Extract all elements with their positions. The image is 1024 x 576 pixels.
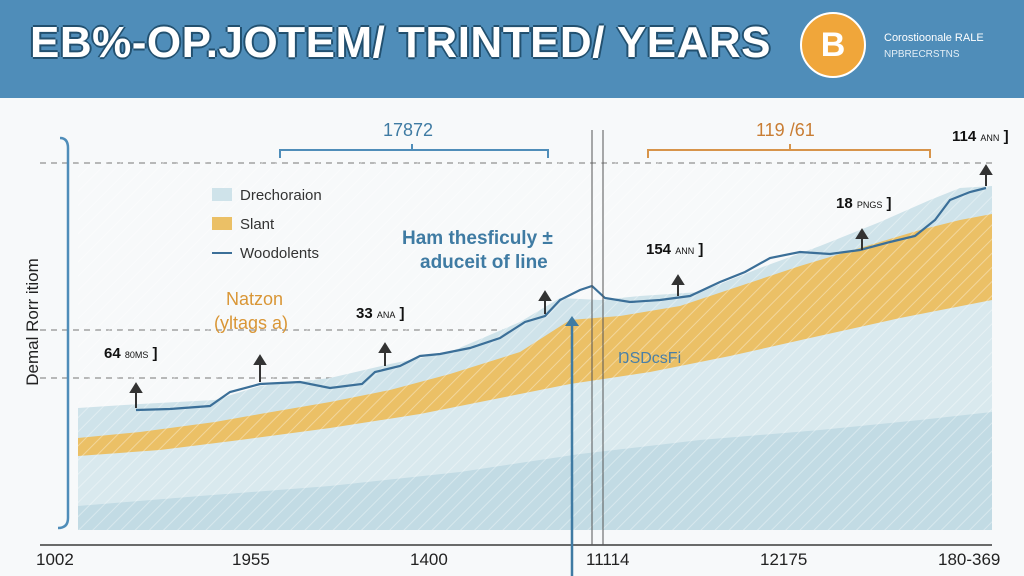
callout-unit: ANA <box>376 310 396 320</box>
chart-title: EB%-OP.JOTEM/ TRINTED/ YEARS <box>30 18 771 67</box>
annotation-left-1: Natzon <box>226 289 284 309</box>
x-tick-label: 1400 <box>410 550 448 569</box>
callout-suffix: ] <box>152 345 158 362</box>
x-tick-label: 1002 <box>36 550 74 569</box>
x-tick-label: 11114 <box>586 550 630 569</box>
arrowhead-mid1 <box>253 354 267 365</box>
legend-swatch <box>212 188 232 201</box>
arrowhead-64 <box>129 382 143 393</box>
callout-suffix: ] <box>698 241 704 258</box>
annotation-right-mark: ŊSDcsFi <box>618 350 682 367</box>
legend-item-slant: Slant <box>212 216 274 233</box>
legend-label: Drechoraion <box>240 187 322 204</box>
callout-suffix: ] <box>399 305 405 322</box>
legend-line-swatch <box>212 252 232 254</box>
callout-unit: PNGS <box>856 200 883 210</box>
callout-64: 64 80MS ] <box>104 345 158 362</box>
header-banner: EB%-OP.JOTEM/ TRINTED/ YEARS B Corostioo… <box>0 0 1024 98</box>
y-axis-label: Demal Rorr itiom <box>23 258 42 386</box>
callout-unit: ANN <box>675 246 695 256</box>
arrowhead-114 <box>979 164 993 175</box>
legend-swatch <box>212 217 232 230</box>
bracket-left <box>279 144 549 158</box>
series-line-woodolents <box>135 186 987 412</box>
x-tick-label: 180-369 <box>938 550 1001 569</box>
corner-text-1: Corostioonale RALE <box>884 32 984 44</box>
legend-item-drechoraion: Drechoraion <box>212 187 322 204</box>
legend-label: Woodolents <box>240 245 319 262</box>
marker-arrow <box>565 316 579 326</box>
coin-symbol: B <box>820 26 846 64</box>
x-tick-label: 12175 <box>760 550 808 569</box>
callout-18: 18 PNGS ] <box>836 195 892 212</box>
annotation-center-2: aduceit of line <box>420 252 548 273</box>
callout-value: 114 <box>952 128 977 145</box>
bracket-left-label: 17872 <box>383 120 434 140</box>
arrowhead-18 <box>855 228 869 239</box>
callout-suffix: ] <box>886 195 892 212</box>
callout-33: 33 ANA ] <box>356 305 405 322</box>
y-axis-bracket <box>57 136 70 530</box>
callout-suffix: ] <box>1003 128 1009 145</box>
callout-114: 114 ANN ] <box>952 128 1009 145</box>
callout-value: 18 <box>836 195 853 212</box>
callout-154: 154 ANN ] <box>646 241 703 258</box>
callout-unit: ANN <box>980 133 1000 143</box>
callout-value: 64 <box>104 345 121 362</box>
callout-unit: 80MS <box>124 350 149 360</box>
annotation-left-2: (yltags a) <box>214 313 289 333</box>
arrowhead-mid2 <box>538 290 552 301</box>
callout-value: 33 <box>356 305 373 322</box>
bitcoin-coin-icon: B <box>800 12 866 78</box>
callout-value: 154 <box>646 241 672 258</box>
bracket-right <box>647 144 931 158</box>
corner-text-2: NPBRECRSTNS <box>884 49 960 60</box>
bracket-right-label: 119 /61 <box>756 120 815 140</box>
legend-label: Slant <box>240 216 275 233</box>
annotation-center-1: Ham thesficuly ± <box>402 228 553 249</box>
arrowhead-154 <box>671 274 685 285</box>
x-tick-label: 1955 <box>232 550 270 569</box>
arrowhead-33 <box>378 342 392 353</box>
legend-item-woodolents: Woodolents <box>212 245 319 262</box>
